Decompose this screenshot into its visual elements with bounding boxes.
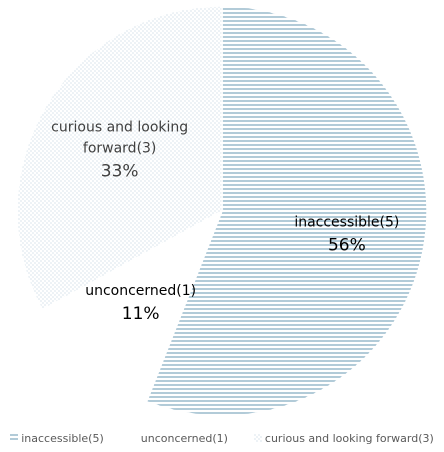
slice-percent-unconcerned: 11% (122, 304, 160, 324)
legend-swatch-dots (253, 434, 262, 442)
pie-slice-unconcerned (41, 209, 224, 403)
pie-labels: inaccessible(5) 56% unconcerned(1) 11% curio… (51, 119, 399, 323)
legend-item-unconcerned: unconcerned(1) (129, 431, 228, 445)
pie-slice-curious (16, 5, 223, 311)
legend-swatch-hlines (10, 434, 19, 442)
slice-percent-curious: 33% (101, 161, 139, 181)
slice-label-unconcerned-line-0: unconcerned(1) (85, 283, 196, 299)
legend-swatch-solid (129, 434, 138, 442)
legend-item-inaccessible: inaccessible(5) (10, 432, 104, 445)
slice-label-curious-line-1: forward(3) (83, 140, 157, 156)
legend-label-inaccessible: inaccessible(5) (21, 431, 104, 445)
legend: inaccessible(5) unconcerned(1) curious a… (0, 428, 444, 448)
slice-percent-inaccessible: 56% (328, 235, 366, 255)
legend-item-curious: curious and looking forward(3) (253, 431, 434, 445)
pie-slices (16, 5, 428, 417)
legend-label-unconcerned: unconcerned(1) (140, 431, 228, 445)
slice-label-inaccessible-line-0: inaccessible(5) (294, 214, 399, 230)
pie-plot-area: inaccessible(5) 56% unconcerned(1) 11% curio… (16, 5, 428, 417)
pie-slice-inaccessible (145, 5, 428, 417)
legend-label-curious: curious and looking forward(3) (264, 431, 434, 445)
slice-label-curious-line-0: curious and looking (51, 119, 188, 135)
